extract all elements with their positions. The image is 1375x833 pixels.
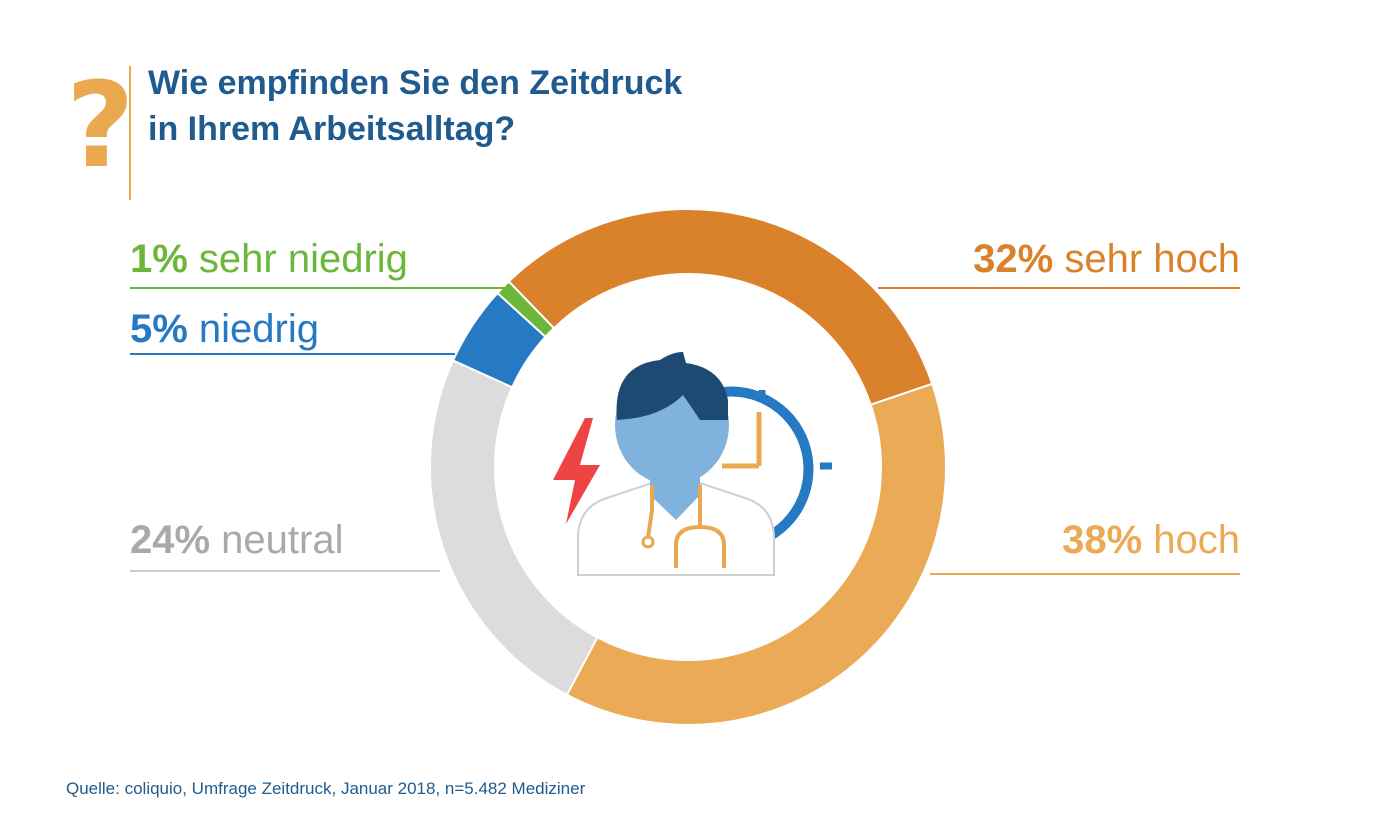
callout-category-1: hoch [1142, 518, 1240, 562]
callout-category-3: niedrig [188, 307, 319, 351]
callout-value-1: 38% [1062, 518, 1142, 562]
donut-segment-1 [565, 382, 947, 726]
callout-value-2: 24% [130, 518, 210, 562]
lightning-bolt-icon [553, 418, 600, 524]
callout-value-0: 32% [973, 237, 1053, 281]
callout-label-3: 5% niedrig [130, 307, 319, 351]
chart-title-line-2: in Ihrem Arbeitsalltag? [148, 110, 516, 148]
callout-category-0: sehr hoch [1053, 237, 1240, 281]
clock-icon [698, 386, 832, 545]
callout-category-2: neutral [210, 518, 343, 562]
title-divider [129, 66, 131, 200]
callout-category-4: sehr niedrig [188, 237, 408, 281]
callout-value-3: 5% [130, 307, 188, 351]
chart-title: Wie empfinden Sie den Zeitdruck in Ihrem… [148, 60, 848, 152]
donut-segment-0 [507, 208, 934, 407]
callout-label-0: 32% sehr hoch [973, 237, 1240, 281]
callout-label-2: 24% neutral [130, 518, 343, 562]
donut-segments [429, 208, 947, 726]
callout-value-4: 1% [130, 237, 188, 281]
donut-segment-2 [429, 359, 599, 697]
callout-label-1: 38% hoch [1062, 518, 1240, 562]
chart-title-line-1: Wie empfinden Sie den Zeitdruck [148, 64, 683, 102]
donut-segment-4 [496, 279, 556, 339]
source-note: Quelle: coliquio, Umfrage Zeitdruck, Jan… [66, 779, 586, 798]
callout-label-4: 1% sehr niedrig [130, 237, 408, 281]
doctor-icon [553, 352, 832, 576]
doctor-hair [616, 352, 728, 420]
callout-labels: 32% sehr hoch 38% hoch 24% neutral 5% niedr… [130, 237, 1240, 575]
stethoscope-icon [641, 485, 726, 568]
